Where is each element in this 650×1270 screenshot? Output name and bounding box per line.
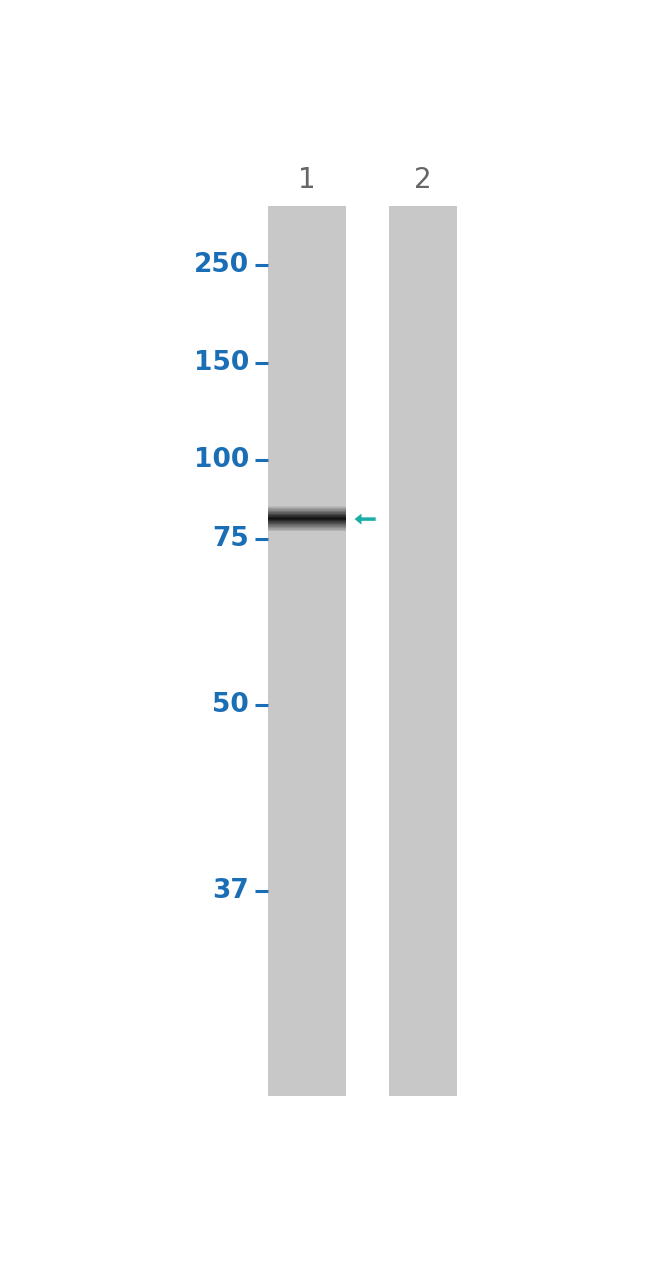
Bar [268,516,346,518]
Bar [268,513,346,516]
Bar [268,512,346,513]
Bar [268,514,346,517]
Bar [268,523,346,526]
Text: 250: 250 [194,251,249,278]
Bar [268,528,346,531]
Text: 2: 2 [414,166,432,194]
Bar [268,507,346,508]
Bar [268,519,346,521]
Bar [268,525,346,527]
Bar [268,511,346,512]
Text: 50: 50 [213,692,249,718]
Bar [268,523,346,525]
Bar [268,523,346,525]
Bar [268,521,346,522]
Bar [268,527,346,528]
Bar [268,518,346,519]
Bar [268,512,346,514]
Bar [268,528,346,530]
Bar [268,509,346,511]
Text: 150: 150 [194,349,249,376]
Bar [268,508,346,509]
Bar [268,517,346,518]
Bar [268,516,346,517]
Bar [268,527,346,530]
Bar [268,517,346,519]
Bar [268,513,346,514]
Bar [268,509,346,511]
Bar [268,522,346,523]
Text: 37: 37 [213,878,249,904]
Text: 100: 100 [194,447,249,474]
Bar [268,521,346,522]
Bar [268,518,346,519]
Bar [389,206,456,1096]
Bar [268,522,346,523]
Text: 1: 1 [298,166,316,194]
Bar [268,519,346,521]
Bar [268,530,346,531]
Bar [268,511,346,512]
Bar [268,206,346,1096]
Bar [268,526,346,527]
Bar [268,530,346,531]
Bar [268,526,346,528]
Bar [268,512,346,513]
Bar [268,507,346,508]
Bar [268,508,346,509]
Bar [268,525,346,526]
Bar [268,514,346,516]
Text: 75: 75 [213,526,249,551]
